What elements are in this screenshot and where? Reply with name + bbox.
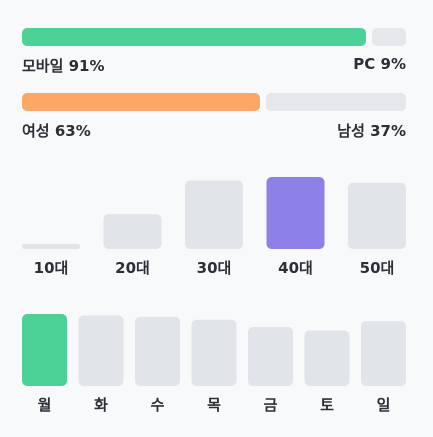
weekday-tick-label-0: 월: [38, 396, 52, 414]
weekday-bar-3: [191, 319, 237, 386]
weekday-tick-label-2: 수: [151, 396, 165, 414]
weekday-bar-2: [135, 316, 180, 386]
gender-label-male: 남성 37%: [337, 122, 406, 140]
age-tick-label-1: 20대: [115, 259, 150, 277]
gender-bar-female: [22, 93, 260, 111]
age-bar-0: [22, 244, 80, 249]
gender-label-female: 여성 63%: [22, 122, 91, 140]
weekday-tick-label-6: 일: [377, 396, 391, 414]
age-bar-4: [348, 182, 406, 249]
age-bar-3: [266, 177, 325, 249]
weekday-tick-label-4: 금: [264, 396, 278, 414]
age-bar-1: [103, 214, 162, 249]
age-tick-label-2: 30대: [197, 259, 232, 277]
gender-track: [22, 93, 406, 111]
device-label-pc: PC 9%: [353, 55, 406, 73]
device-split: 모바일 91% PC 9%: [22, 28, 406, 75]
device-label-mobile: 모바일 91%: [22, 57, 105, 75]
age-tick-label-0: 10대: [34, 259, 69, 277]
gender-bar-male: [266, 93, 406, 111]
weekday-bar-1: [78, 315, 124, 386]
device-labels: 모바일 91% PC 9%: [22, 55, 406, 75]
weekday-tick-label-5: 토: [320, 396, 334, 414]
weekday-tick-label-3: 목: [207, 396, 221, 414]
age-tick-label-3: 40대: [278, 259, 313, 277]
weekday-bar-0: [22, 314, 67, 386]
gender-labels: 여성 63% 남성 37%: [22, 120, 406, 140]
weekday-tick-label-1: 화: [94, 396, 108, 414]
device-track: [22, 28, 406, 46]
age-bar-2: [185, 180, 243, 249]
weekday-bar-6: [361, 321, 406, 386]
weekday-bar-5: [304, 330, 350, 386]
device-bar-pc: [372, 28, 406, 46]
weekday-bar-4: [248, 326, 293, 386]
age-tick-label-4: 50대: [360, 259, 395, 277]
gender-split: 여성 63% 남성 37%: [22, 93, 406, 140]
device-bar-mobile: [22, 28, 366, 46]
